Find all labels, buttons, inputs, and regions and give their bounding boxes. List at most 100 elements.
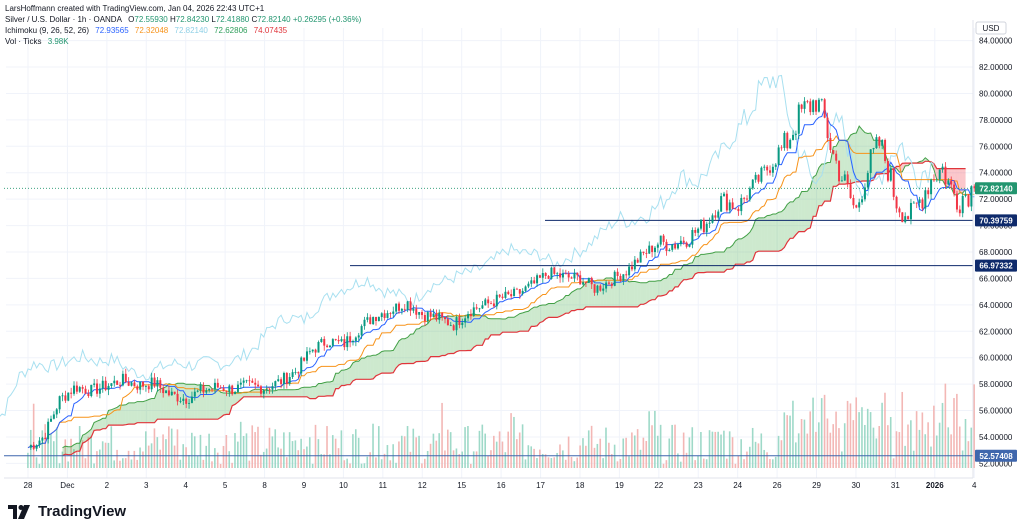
- volume-bar: [208, 433, 210, 468]
- candle-body: [803, 101, 806, 109]
- cloud-segment: [390, 350, 394, 374]
- cloud-segment: [232, 392, 236, 406]
- cloud-segment: [272, 390, 276, 397]
- cloud-segment: [519, 312, 523, 332]
- time-axis[interactable]: 28 Dec 2 3 4 5 8 9 10 11 12 15 16 17 18 19 22 23 24 26 29 30 3…: [24, 481, 977, 490]
- candle-body: [464, 318, 467, 323]
- volume-bar: [869, 412, 872, 468]
- candle-body: [96, 383, 99, 394]
- volume-bar: [613, 444, 616, 468]
- cloud-segment: [304, 387, 307, 397]
- candle-body: [645, 253, 648, 254]
- candle-body: [515, 288, 518, 290]
- candle-body: [93, 383, 96, 385]
- cloud-segment: [384, 350, 388, 374]
- volume-bar: [444, 450, 446, 468]
- volume-bar: [323, 454, 325, 468]
- cloud-segment: [148, 398, 152, 423]
- candle-body: [797, 104, 800, 134]
- candle-body: [44, 437, 47, 440]
- volume-bar: [475, 451, 478, 468]
- candle-body: [616, 271, 619, 276]
- volume-bar: [619, 459, 622, 468]
- x-tick-label: 30: [851, 481, 860, 490]
- currency-box[interactable]: [975, 21, 1007, 35]
- volume-bar: [910, 420, 912, 468]
- candle-body: [665, 241, 668, 252]
- candle-body: [602, 288, 605, 291]
- price-axis[interactable]: 52.00000 54.00000 56.00000 58.00000 60.00000…: [979, 37, 1013, 469]
- volume-row[interactable]: Vol · Ticks 3.98K: [5, 36, 361, 47]
- volume-bar: [616, 461, 619, 468]
- ohlc-low: 72.41880: [215, 15, 250, 24]
- candle-body: [915, 202, 918, 204]
- volume-bar: [481, 424, 484, 468]
- cloud-segment: [355, 361, 359, 380]
- cloud-segment: [289, 389, 293, 397]
- volume-bar: [467, 426, 469, 468]
- volume-bar: [944, 383, 947, 468]
- volume-bar: [55, 427, 58, 468]
- volume-bar: [498, 431, 501, 468]
- candle-body: [550, 267, 553, 279]
- volume-bar: [251, 425, 254, 468]
- cloud-segment: [701, 254, 704, 273]
- cloud-segment: [531, 307, 535, 327]
- x-tick-label: 3: [144, 481, 149, 490]
- volume-bar: [504, 452, 507, 468]
- volume-bar: [774, 456, 777, 468]
- volume-bar: [464, 427, 466, 468]
- volume-bar: [487, 455, 489, 468]
- candle-body: [904, 216, 907, 223]
- volume-bar: [564, 459, 567, 468]
- candle-body: [490, 303, 493, 305]
- cloud-segment: [381, 350, 385, 374]
- ichimoku-row[interactable]: Ichimoku (9, 26, 52, 26) 72.93565 72.320…: [5, 25, 361, 36]
- cloud-segment: [399, 338, 402, 365]
- cloud-segment: [715, 252, 719, 273]
- tradingview-logo[interactable]: TradingView: [8, 503, 126, 520]
- candle-body: [328, 345, 331, 348]
- volume-bar: [343, 460, 346, 468]
- candle-body: [317, 342, 320, 353]
- candle-body: [757, 174, 760, 182]
- cloud-segment: [344, 369, 348, 386]
- volume-bar: [754, 441, 757, 468]
- candle-body: [297, 372, 300, 374]
- candle-body: [823, 99, 826, 118]
- cloud-segment: [128, 402, 132, 425]
- volume-bar: [490, 450, 492, 468]
- volume-bar: [751, 427, 754, 468]
- cloud-segment: [499, 318, 503, 335]
- candle-body: [728, 202, 731, 211]
- symbol-row[interactable]: Silver / U.S. Dollar · 1h · OANDA O72.55…: [5, 14, 361, 25]
- volume-bar: [656, 435, 659, 468]
- candle-body: [432, 313, 435, 317]
- volume-bar: [677, 453, 679, 468]
- candle-body: [282, 373, 285, 385]
- candle-body: [607, 282, 610, 284]
- candle-body: [734, 208, 737, 210]
- volume-bar: [648, 411, 650, 468]
- candle-body: [909, 202, 912, 220]
- cloud-segment: [537, 305, 540, 326]
- volume-bar: [760, 433, 763, 468]
- candle-body: [375, 317, 378, 321]
- cloud-segment: [557, 300, 561, 318]
- price-labels: 70.39759 66.97332 52.57408 72.82140: [975, 182, 1017, 462]
- candle-body: [792, 134, 795, 140]
- volume-bar: [567, 436, 570, 468]
- leading-span-a: [62, 125, 966, 449]
- candle-body: [90, 384, 93, 396]
- cloud-segment: [306, 387, 310, 399]
- candle-body: [725, 193, 728, 211]
- volume-bar: [907, 424, 909, 468]
- candle-body: [881, 139, 884, 146]
- cloud-segment: [194, 384, 198, 420]
- candle-body: [326, 345, 329, 348]
- candle-body: [199, 385, 202, 391]
- volume-bar: [352, 434, 354, 468]
- volume-bar: [188, 455, 190, 468]
- cloud-segment: [729, 245, 733, 270]
